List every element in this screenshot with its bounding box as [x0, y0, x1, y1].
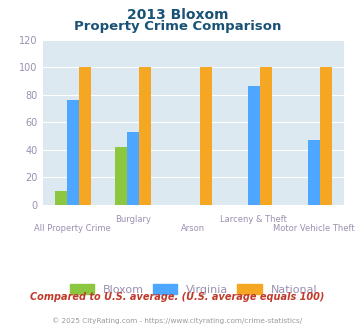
- Bar: [67, 100, 79, 205]
- Bar: [248, 86, 260, 205]
- Text: Arson: Arson: [181, 224, 206, 233]
- Text: 2013 Bloxom: 2013 Bloxom: [127, 8, 228, 22]
- Text: All Property Crime: All Property Crime: [34, 224, 111, 233]
- Text: Motor Vehicle Theft: Motor Vehicle Theft: [273, 224, 355, 233]
- Text: Property Crime Comparison: Property Crime Comparison: [74, 20, 281, 33]
- Legend: Bloxom, Virginia, National: Bloxom, Virginia, National: [66, 280, 321, 298]
- Text: © 2025 CityRating.com - https://www.cityrating.com/crime-statistics/: © 2025 CityRating.com - https://www.city…: [53, 317, 302, 324]
- Bar: [127, 132, 139, 205]
- Bar: [55, 191, 67, 205]
- Bar: [79, 67, 91, 205]
- Bar: [260, 67, 272, 205]
- Text: Compared to U.S. average. (U.S. average equals 100): Compared to U.S. average. (U.S. average …: [30, 292, 325, 302]
- Text: Burglary: Burglary: [115, 214, 151, 223]
- Bar: [139, 67, 151, 205]
- Bar: [115, 147, 127, 205]
- Bar: [308, 140, 320, 205]
- Text: Larceny & Theft: Larceny & Theft: [220, 214, 287, 223]
- Bar: [200, 67, 212, 205]
- Bar: [320, 67, 332, 205]
